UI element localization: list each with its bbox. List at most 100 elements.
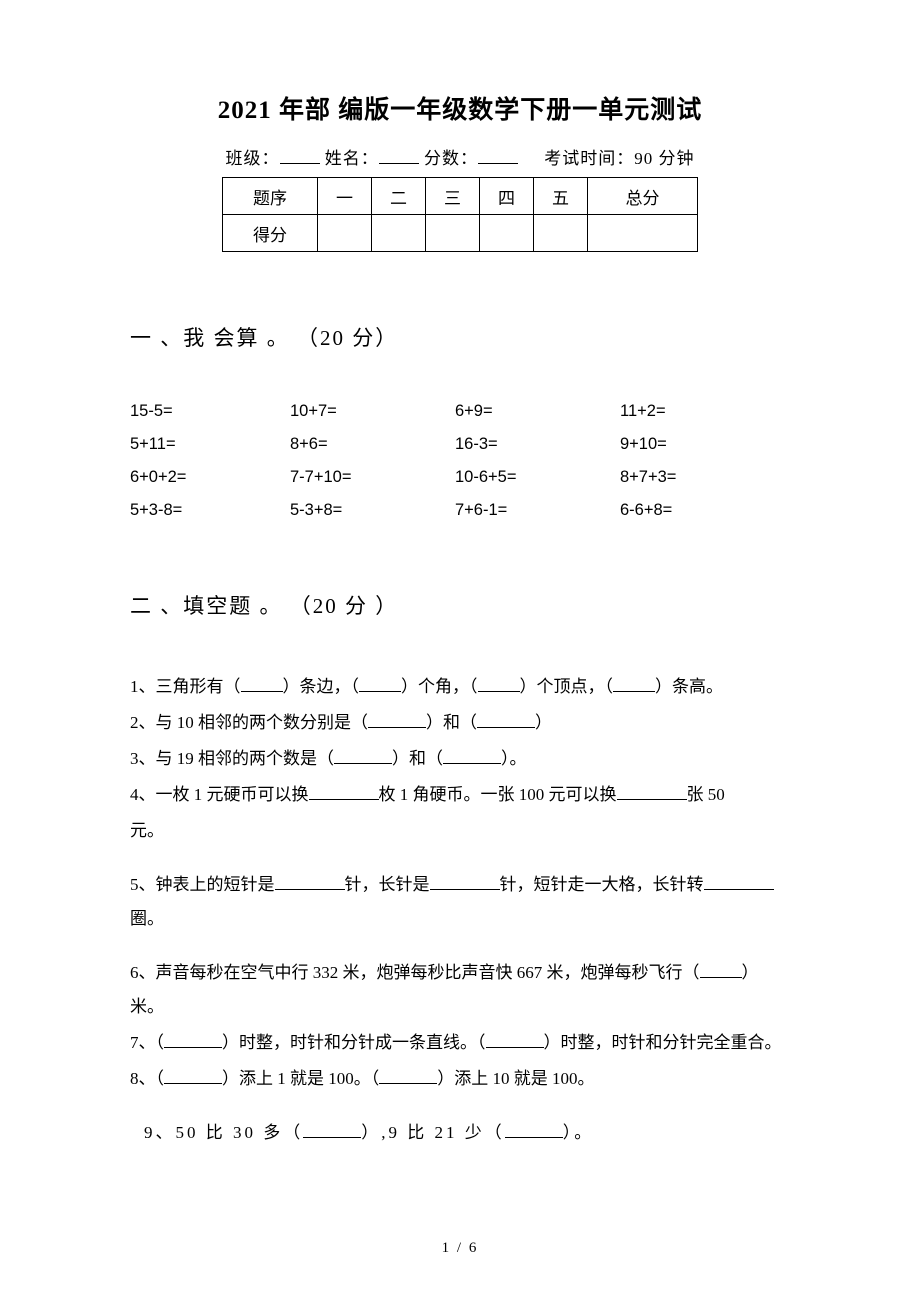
calc-problem: 6+0+2= [130, 468, 290, 487]
calc-problem: 7-7+10= [290, 468, 455, 487]
question-1: 1、三角形有（ ）条边，（ ）个角，（ ）个顶点，（ ）条高。 [130, 670, 790, 704]
time-label: 考试时间：90 分钟 [544, 149, 694, 168]
question-9: 9、50 比 30 多（ ）,9 比 21 少（ ）。 [130, 1116, 790, 1150]
score-cell-total [588, 215, 698, 252]
q1-part: 1、三角形有（ [130, 677, 241, 696]
calc-problem: 15-5= [130, 402, 290, 421]
calc-problem: 8+7+3= [620, 468, 790, 487]
score-cell-2 [372, 215, 426, 252]
score-cell-1 [318, 215, 372, 252]
blank [505, 1137, 563, 1138]
q3-part: ）。 [501, 749, 527, 768]
calc-problem: 5+11= [130, 435, 290, 454]
blank [477, 727, 535, 728]
class-label: 班级： [226, 149, 280, 168]
blank [430, 889, 500, 890]
calc-problem: 6+9= [455, 402, 620, 421]
header-col-5: 五 [534, 178, 588, 215]
q3-part: ）和（ [392, 749, 443, 768]
q8-part: 8、（ [130, 1069, 164, 1088]
blank [241, 691, 283, 692]
calc-problem: 10-6+5= [455, 468, 620, 487]
header-col-4: 四 [480, 178, 534, 215]
table-row: 题序 一 二 三 四 五 总分 [223, 178, 698, 215]
header-col-3: 三 [426, 178, 480, 215]
score-row-label: 得分 [223, 215, 318, 252]
q1-part: ）条高。 [655, 677, 723, 696]
q7-part: ）时整，时针和分针成一条直线。（ [222, 1033, 486, 1052]
blank [704, 889, 774, 890]
q6-part: 6、声音每秒在空气中行 332 米，炮弹每秒比声音快 667 米，炮弹每秒飞行（ [130, 963, 700, 982]
page-content: 2021 年部 编版一年级数学下册一单元测试 班级： 姓名： 分数： 考试时间：… [0, 0, 920, 1150]
score-cell-4 [480, 215, 534, 252]
section-1-heading: 一 、我 会算 。 （20 分） [130, 322, 790, 352]
blank [359, 691, 401, 692]
blank [303, 1137, 361, 1138]
header-col-2: 二 [372, 178, 426, 215]
blank [700, 977, 742, 978]
blank [486, 1047, 544, 1048]
blank [379, 1083, 437, 1084]
class-blank [280, 147, 320, 164]
name-blank [379, 147, 419, 164]
q2-part: ） [535, 713, 552, 732]
q7-part: ）时整，时针和分针完全重合。 [544, 1033, 782, 1052]
q4-part: 枚 1 角硬币。一张 100 元可以换 [379, 785, 617, 804]
page-number: 1 / 6 [0, 1240, 920, 1257]
question-4: 4、一枚 1 元硬币可以换 枚 1 角硬币。一张 100 元可以换 张 50 [130, 778, 790, 812]
q1-part: ）个角，（ [401, 677, 478, 696]
q3-part: 3、与 19 相邻的两个数是（ [130, 749, 334, 768]
q5-part: 5、钟表上的短针是 [130, 875, 275, 894]
header-label: 题序 [223, 178, 318, 215]
header-total: 总分 [588, 178, 698, 215]
question-5: 5、钟表上的短针是 针，长针是 针，短针走一大格，长针转圈。 [130, 868, 790, 936]
calc-problem: 9+10= [620, 435, 790, 454]
table-row: 得分 [223, 215, 698, 252]
calc-problem: 6-6+8= [620, 501, 790, 520]
blank [275, 889, 345, 890]
q2-part: 2、与 10 相邻的两个数分别是（ [130, 713, 368, 732]
score-blank [478, 147, 518, 164]
q1-part: ）个顶点，（ [520, 677, 614, 696]
fill-questions: 1、三角形有（ ）条边，（ ）个角，（ ）个顶点，（ ）条高。 2、与 10 相邻的两个… [130, 670, 790, 1150]
calc-problem: 16-3= [455, 435, 620, 454]
question-7: 7、（ ）时整，时针和分针成一条直线。（ ）时整，时针和分针完全重合。 [130, 1026, 790, 1060]
q2-part: ）和（ [426, 713, 477, 732]
q9-part: ）。 [563, 1123, 595, 1142]
blank [309, 799, 379, 800]
info-line: 班级： 姓名： 分数： 考试时间：90 分钟 [130, 144, 790, 169]
name-label: 姓名： [325, 149, 379, 168]
blank [617, 799, 687, 800]
calc-problem: 5+3-8= [130, 501, 290, 520]
question-2: 2、与 10 相邻的两个数分别是（ ）和（ ） [130, 706, 790, 740]
question-4b: 元。 [130, 814, 790, 848]
calc-problem: 10+7= [290, 402, 455, 421]
q5-part: 针，长针是 [345, 875, 430, 894]
calc-problem: 7+6-1= [455, 501, 620, 520]
q5-part: 圈。 [130, 909, 164, 928]
section-2-heading: 二 、填空题 。 （20 分 ） [130, 590, 790, 620]
score-label: 分数： [424, 149, 478, 168]
page-title: 2021 年部 编版一年级数学下册一单元测试 [130, 90, 790, 126]
q9-part: ）,9 比 21 少（ [361, 1123, 505, 1142]
blank [613, 691, 655, 692]
header-col-1: 一 [318, 178, 372, 215]
blank [478, 691, 520, 692]
q1-part: ）条边，（ [283, 677, 360, 696]
q8-part: ）添上 10 就是 100。 [437, 1069, 594, 1088]
q4-part: 4、一枚 1 元硬币可以换 [130, 785, 309, 804]
calc-grid: 15-5= 10+7= 6+9= 11+2= 5+11= 8+6= 16-3= … [130, 402, 790, 520]
question-6: 6、声音每秒在空气中行 332 米，炮弹每秒比声音快 667 米，炮弹每秒飞行（… [130, 956, 790, 1024]
blank [443, 763, 501, 764]
question-3: 3、与 19 相邻的两个数是（ ）和（ ）。 [130, 742, 790, 776]
q4-part: 张 50 [687, 785, 725, 804]
q8-part: ）添上 1 就是 100。（ [222, 1069, 379, 1088]
q9-part: 9、50 比 30 多（ [144, 1123, 303, 1142]
blank [334, 763, 392, 764]
q5-part: 针，短针走一大格，长针转 [500, 875, 704, 894]
calc-problem: 5-3+8= [290, 501, 455, 520]
blank [164, 1083, 222, 1084]
score-cell-5 [534, 215, 588, 252]
calc-problem: 11+2= [620, 402, 790, 421]
q7-part: 7、（ [130, 1033, 164, 1052]
